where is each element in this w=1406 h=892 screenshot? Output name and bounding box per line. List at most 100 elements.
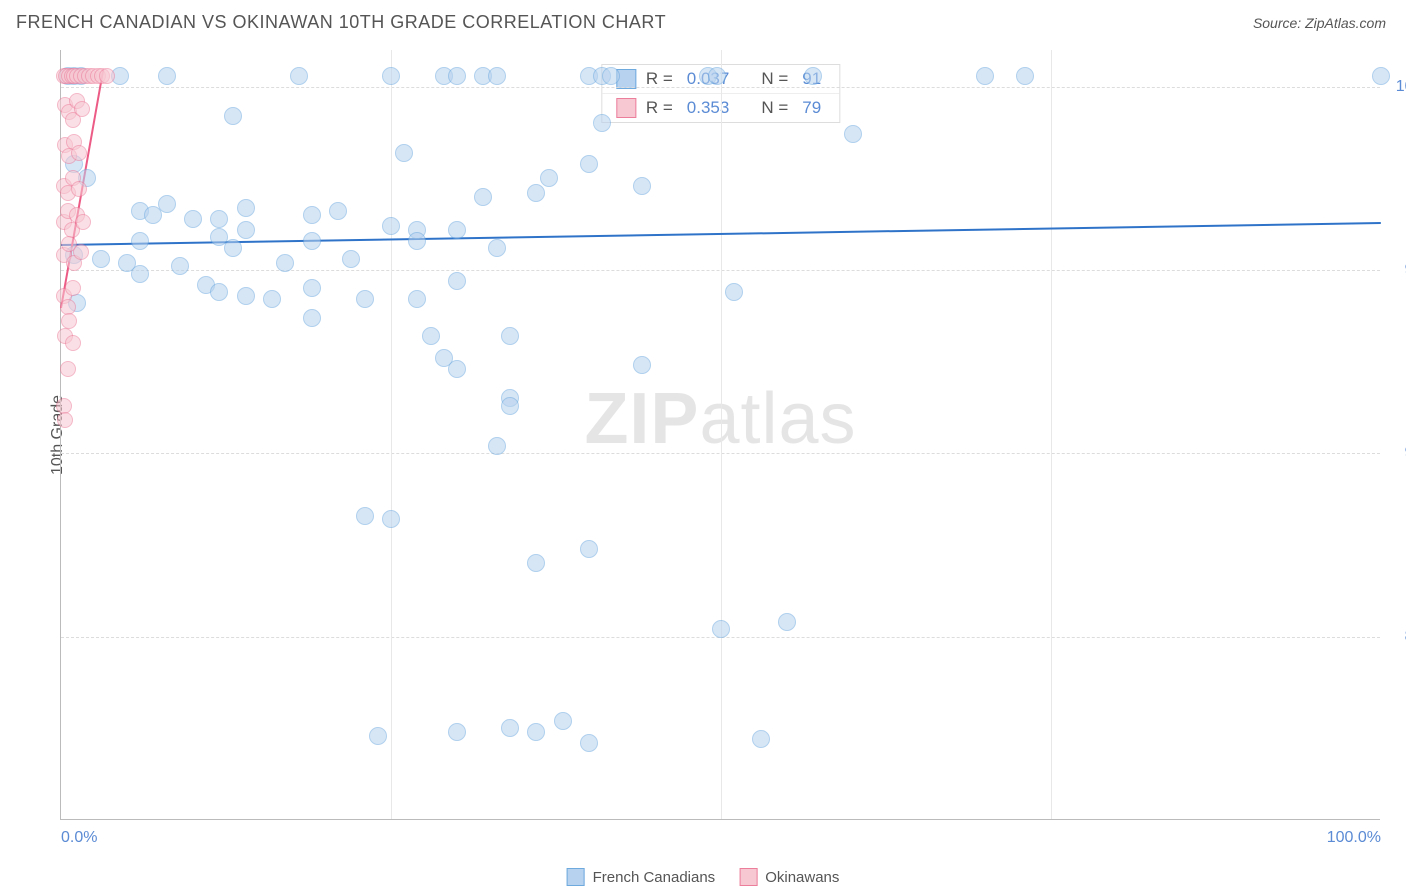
x-tick-label: 100.0% bbox=[1327, 829, 1381, 847]
data-point bbox=[540, 169, 558, 187]
legend-label: French Canadians bbox=[593, 869, 716, 886]
legend-item: French Canadians bbox=[567, 868, 716, 886]
data-point bbox=[527, 554, 545, 572]
gridline-v bbox=[391, 50, 392, 819]
data-point bbox=[422, 327, 440, 345]
data-point bbox=[580, 540, 598, 558]
stats-n-value: 79 bbox=[798, 98, 825, 118]
data-point bbox=[395, 144, 413, 162]
data-point bbox=[237, 287, 255, 305]
x-tick-label: 0.0% bbox=[61, 829, 97, 847]
data-point bbox=[74, 101, 90, 117]
data-point bbox=[237, 221, 255, 239]
data-point bbox=[725, 283, 743, 301]
data-point bbox=[303, 206, 321, 224]
legend-swatch bbox=[567, 868, 585, 886]
data-point bbox=[71, 181, 87, 197]
plot-wrap: 10th Grade ZIPatlas R =0.037N =91R =0.35… bbox=[60, 50, 1380, 820]
data-point bbox=[448, 221, 466, 239]
stats-r-label: R = bbox=[646, 98, 673, 118]
data-point bbox=[60, 299, 76, 315]
data-point bbox=[527, 723, 545, 741]
data-point bbox=[290, 67, 308, 85]
data-point bbox=[382, 510, 400, 528]
data-point bbox=[488, 437, 506, 455]
data-point bbox=[448, 67, 466, 85]
data-point bbox=[303, 232, 321, 250]
data-point bbox=[56, 398, 72, 414]
data-point bbox=[1372, 67, 1390, 85]
y-tick-label: 85.0% bbox=[1390, 628, 1406, 646]
data-point bbox=[488, 67, 506, 85]
data-point bbox=[602, 67, 620, 85]
data-point bbox=[474, 188, 492, 206]
data-point bbox=[633, 356, 651, 374]
legend-swatch bbox=[739, 868, 757, 886]
data-point bbox=[65, 335, 81, 351]
y-tick-label: 90.0% bbox=[1390, 444, 1406, 462]
data-point bbox=[633, 177, 651, 195]
data-point bbox=[75, 214, 91, 230]
data-point bbox=[708, 67, 726, 85]
data-point bbox=[804, 67, 822, 85]
data-point bbox=[184, 210, 202, 228]
data-point bbox=[778, 613, 796, 631]
chart-title: FRENCH CANADIAN VS OKINAWAN 10TH GRADE C… bbox=[16, 12, 666, 33]
data-point bbox=[57, 412, 73, 428]
data-point bbox=[210, 283, 228, 301]
gridline-v bbox=[721, 50, 722, 819]
plot-area: ZIPatlas R =0.037N =91R =0.353N =79 85.0… bbox=[60, 50, 1380, 820]
data-point bbox=[61, 313, 77, 329]
legend-label: Okinawans bbox=[765, 869, 839, 886]
stats-swatch bbox=[616, 98, 636, 118]
data-point bbox=[303, 279, 321, 297]
data-point bbox=[73, 244, 89, 260]
data-point bbox=[131, 265, 149, 283]
data-point bbox=[158, 67, 176, 85]
chart-source: Source: ZipAtlas.com bbox=[1253, 15, 1386, 31]
data-point bbox=[356, 290, 374, 308]
data-point bbox=[382, 217, 400, 235]
data-point bbox=[356, 507, 374, 525]
data-point bbox=[712, 620, 730, 638]
data-point bbox=[224, 107, 242, 125]
data-point bbox=[488, 239, 506, 257]
data-point bbox=[342, 250, 360, 268]
stats-n-label: N = bbox=[761, 98, 788, 118]
gridline-v bbox=[1051, 50, 1052, 819]
y-tick-label: 95.0% bbox=[1390, 261, 1406, 279]
data-point bbox=[501, 327, 519, 345]
data-point bbox=[527, 184, 545, 202]
data-point bbox=[237, 199, 255, 217]
data-point bbox=[593, 114, 611, 132]
data-point bbox=[408, 290, 426, 308]
data-point bbox=[158, 195, 176, 213]
data-point bbox=[1016, 67, 1034, 85]
data-point bbox=[369, 727, 387, 745]
data-point bbox=[224, 239, 242, 257]
data-point bbox=[210, 210, 228, 228]
data-point bbox=[303, 309, 321, 327]
watermark-atlas: atlas bbox=[699, 379, 856, 459]
data-point bbox=[382, 67, 400, 85]
data-point bbox=[448, 723, 466, 741]
legend-item: Okinawans bbox=[739, 868, 839, 886]
data-point bbox=[65, 280, 81, 296]
watermark-zip: ZIP bbox=[584, 379, 699, 459]
stats-r-value: 0.353 bbox=[683, 98, 734, 118]
data-point bbox=[99, 68, 115, 84]
data-point bbox=[408, 232, 426, 250]
data-point bbox=[580, 155, 598, 173]
data-point bbox=[501, 719, 519, 737]
data-point bbox=[92, 250, 110, 268]
data-point bbox=[448, 272, 466, 290]
data-point bbox=[580, 734, 598, 752]
data-point bbox=[329, 202, 347, 220]
data-point bbox=[976, 67, 994, 85]
y-tick-label: 100.0% bbox=[1390, 78, 1406, 96]
data-point bbox=[752, 730, 770, 748]
data-point bbox=[60, 361, 76, 377]
data-point bbox=[448, 360, 466, 378]
data-point bbox=[276, 254, 294, 272]
data-point bbox=[171, 257, 189, 275]
